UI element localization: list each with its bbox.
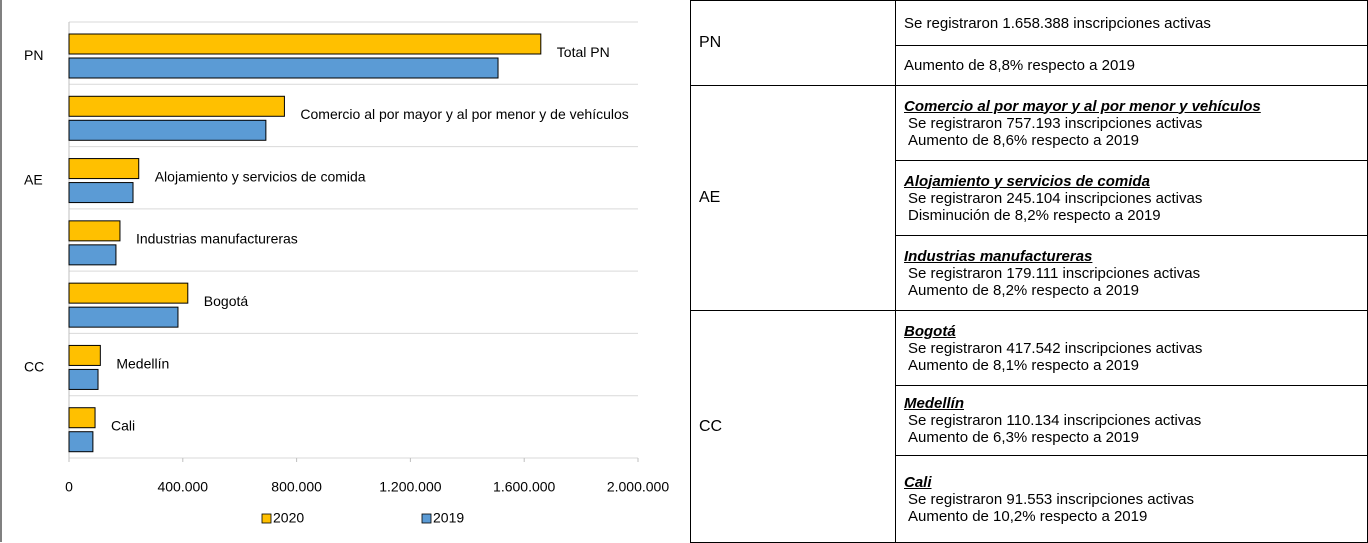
table-row: PN Se registraron 1.658.388 inscripciones…	[690, 0, 1368, 86]
table-row: CC Bogotá Se registraron 417.542 inscripci…	[690, 310, 1368, 543]
row-label: PN	[690, 0, 896, 86]
section-line: Aumento de 8,2% respecto a 2019	[908, 281, 1139, 299]
section-line: Se registraron 91.553 inscripciones acti…	[908, 490, 1194, 508]
row-detail: Cali Se registraron 91.553 inscripciones …	[895, 455, 1368, 543]
row-label: AE	[690, 85, 896, 311]
chart: 0 400.000 800.000 1.200.000 1.600.000 2.000.0…	[0, 0, 669, 542]
group-label: PN	[24, 47, 43, 63]
section-line: Se registraron 417.542 inscripciones act…	[908, 339, 1203, 357]
bar	[68, 282, 189, 304]
legend-label: 2020	[273, 510, 304, 526]
section-line: Aumento de 8,8% respecto a 2019	[904, 57, 1135, 74]
section-line: Se registraron 110.134 inscripciones act…	[908, 412, 1202, 429]
legend-swatch	[421, 513, 432, 524]
section-line: Aumento de 8,6% respecto a 2019	[908, 131, 1139, 149]
row-label: CC	[690, 310, 896, 543]
bar	[68, 33, 542, 55]
bar	[68, 95, 285, 117]
section-heading: Industrias manufactureras	[904, 247, 1093, 265]
row-detail: Bogotá Se registraron 417.542 inscripcion…	[895, 310, 1368, 386]
bar	[68, 431, 94, 453]
table-row: AE Comercio al por mayor y al por menor y…	[690, 85, 1368, 311]
section-line: Se registraron 245.104 inscripciones act…	[908, 189, 1203, 207]
section-heading: Alojamiento y servicios de comida	[904, 172, 1150, 190]
x-tick-label: 1.200.000	[379, 479, 441, 495]
category-label: Medellín	[116, 355, 169, 371]
bar	[68, 220, 121, 242]
category-label: Bogotá	[204, 293, 249, 309]
summary-table: PN Se registraron 1.658.388 inscripciones…	[690, 0, 1368, 543]
category-label: Comercio al por mayor y al por menor y d…	[300, 106, 628, 122]
table-row: Industrias manufactureras Se registraron …	[691, 235, 1368, 311]
group-label: AE	[24, 172, 43, 188]
category-label: Alojamiento y servicios de comida	[155, 168, 366, 184]
bar	[68, 182, 134, 204]
x-tick-label: 2.000.000	[607, 479, 669, 495]
group-label: CC	[24, 358, 44, 374]
x-tick-label: 400.000	[157, 479, 208, 495]
bar	[68, 306, 179, 328]
section-line: Se registraron 179.111 inscripciones act…	[908, 264, 1201, 282]
bar	[68, 244, 117, 266]
section-line: Aumento de 6,3% respecto a 2019	[908, 429, 1139, 446]
category-label: Cali	[111, 418, 135, 434]
legend-swatch	[261, 513, 272, 524]
category-label: Industrias manufactureras	[136, 231, 298, 247]
table-row: Aumento de 8,8% respecto a 2019	[691, 45, 1368, 86]
section-heading: Bogotá	[904, 322, 956, 340]
section-line: Disminución de 8,2% respecto a 2019	[908, 206, 1161, 224]
bar	[68, 344, 101, 366]
bar	[68, 407, 96, 429]
x-tick-label: 0	[65, 479, 73, 495]
section-heading: Comercio al por mayor y al por menor y v…	[904, 97, 1261, 115]
row-detail: Alojamiento y servicios de comida Se regi…	[895, 160, 1368, 236]
bar	[68, 57, 499, 79]
x-tick-label: 800.000	[271, 479, 322, 495]
section-line: Se registraron 1.658.388 inscripciones a…	[904, 14, 1211, 32]
x-tick-label: 1.600.000	[493, 479, 555, 495]
section-line: Aumento de 8,1% respecto a 2019	[908, 356, 1139, 374]
row-detail: Se registraron 1.658.388 inscripciones a…	[895, 0, 1368, 46]
row-detail: Industrias manufactureras Se registraron …	[895, 235, 1368, 311]
table-row: Medellín Se registraron 110.134 inscripci…	[691, 385, 1368, 456]
bar	[68, 119, 267, 141]
bar	[68, 368, 99, 390]
legend-label: 2019	[433, 510, 464, 526]
row-detail: Aumento de 8,8% respecto a 2019	[895, 45, 1368, 86]
bar	[68, 158, 140, 180]
section-line: Se registraron 757.193 inscripciones act…	[908, 114, 1203, 132]
section-line: Aumento de 10,2% respecto a 2019	[908, 507, 1148, 525]
row-detail: Comercio al por mayor y al por menor y v…	[895, 85, 1368, 161]
row-detail: Medellín Se registraron 110.134 inscripci…	[895, 385, 1368, 456]
table-row: Cali Se registraron 91.553 inscripciones …	[691, 455, 1368, 543]
category-label: Total PN	[557, 44, 610, 60]
section-heading: Medellín	[904, 395, 965, 412]
section-heading: Cali	[904, 473, 932, 491]
